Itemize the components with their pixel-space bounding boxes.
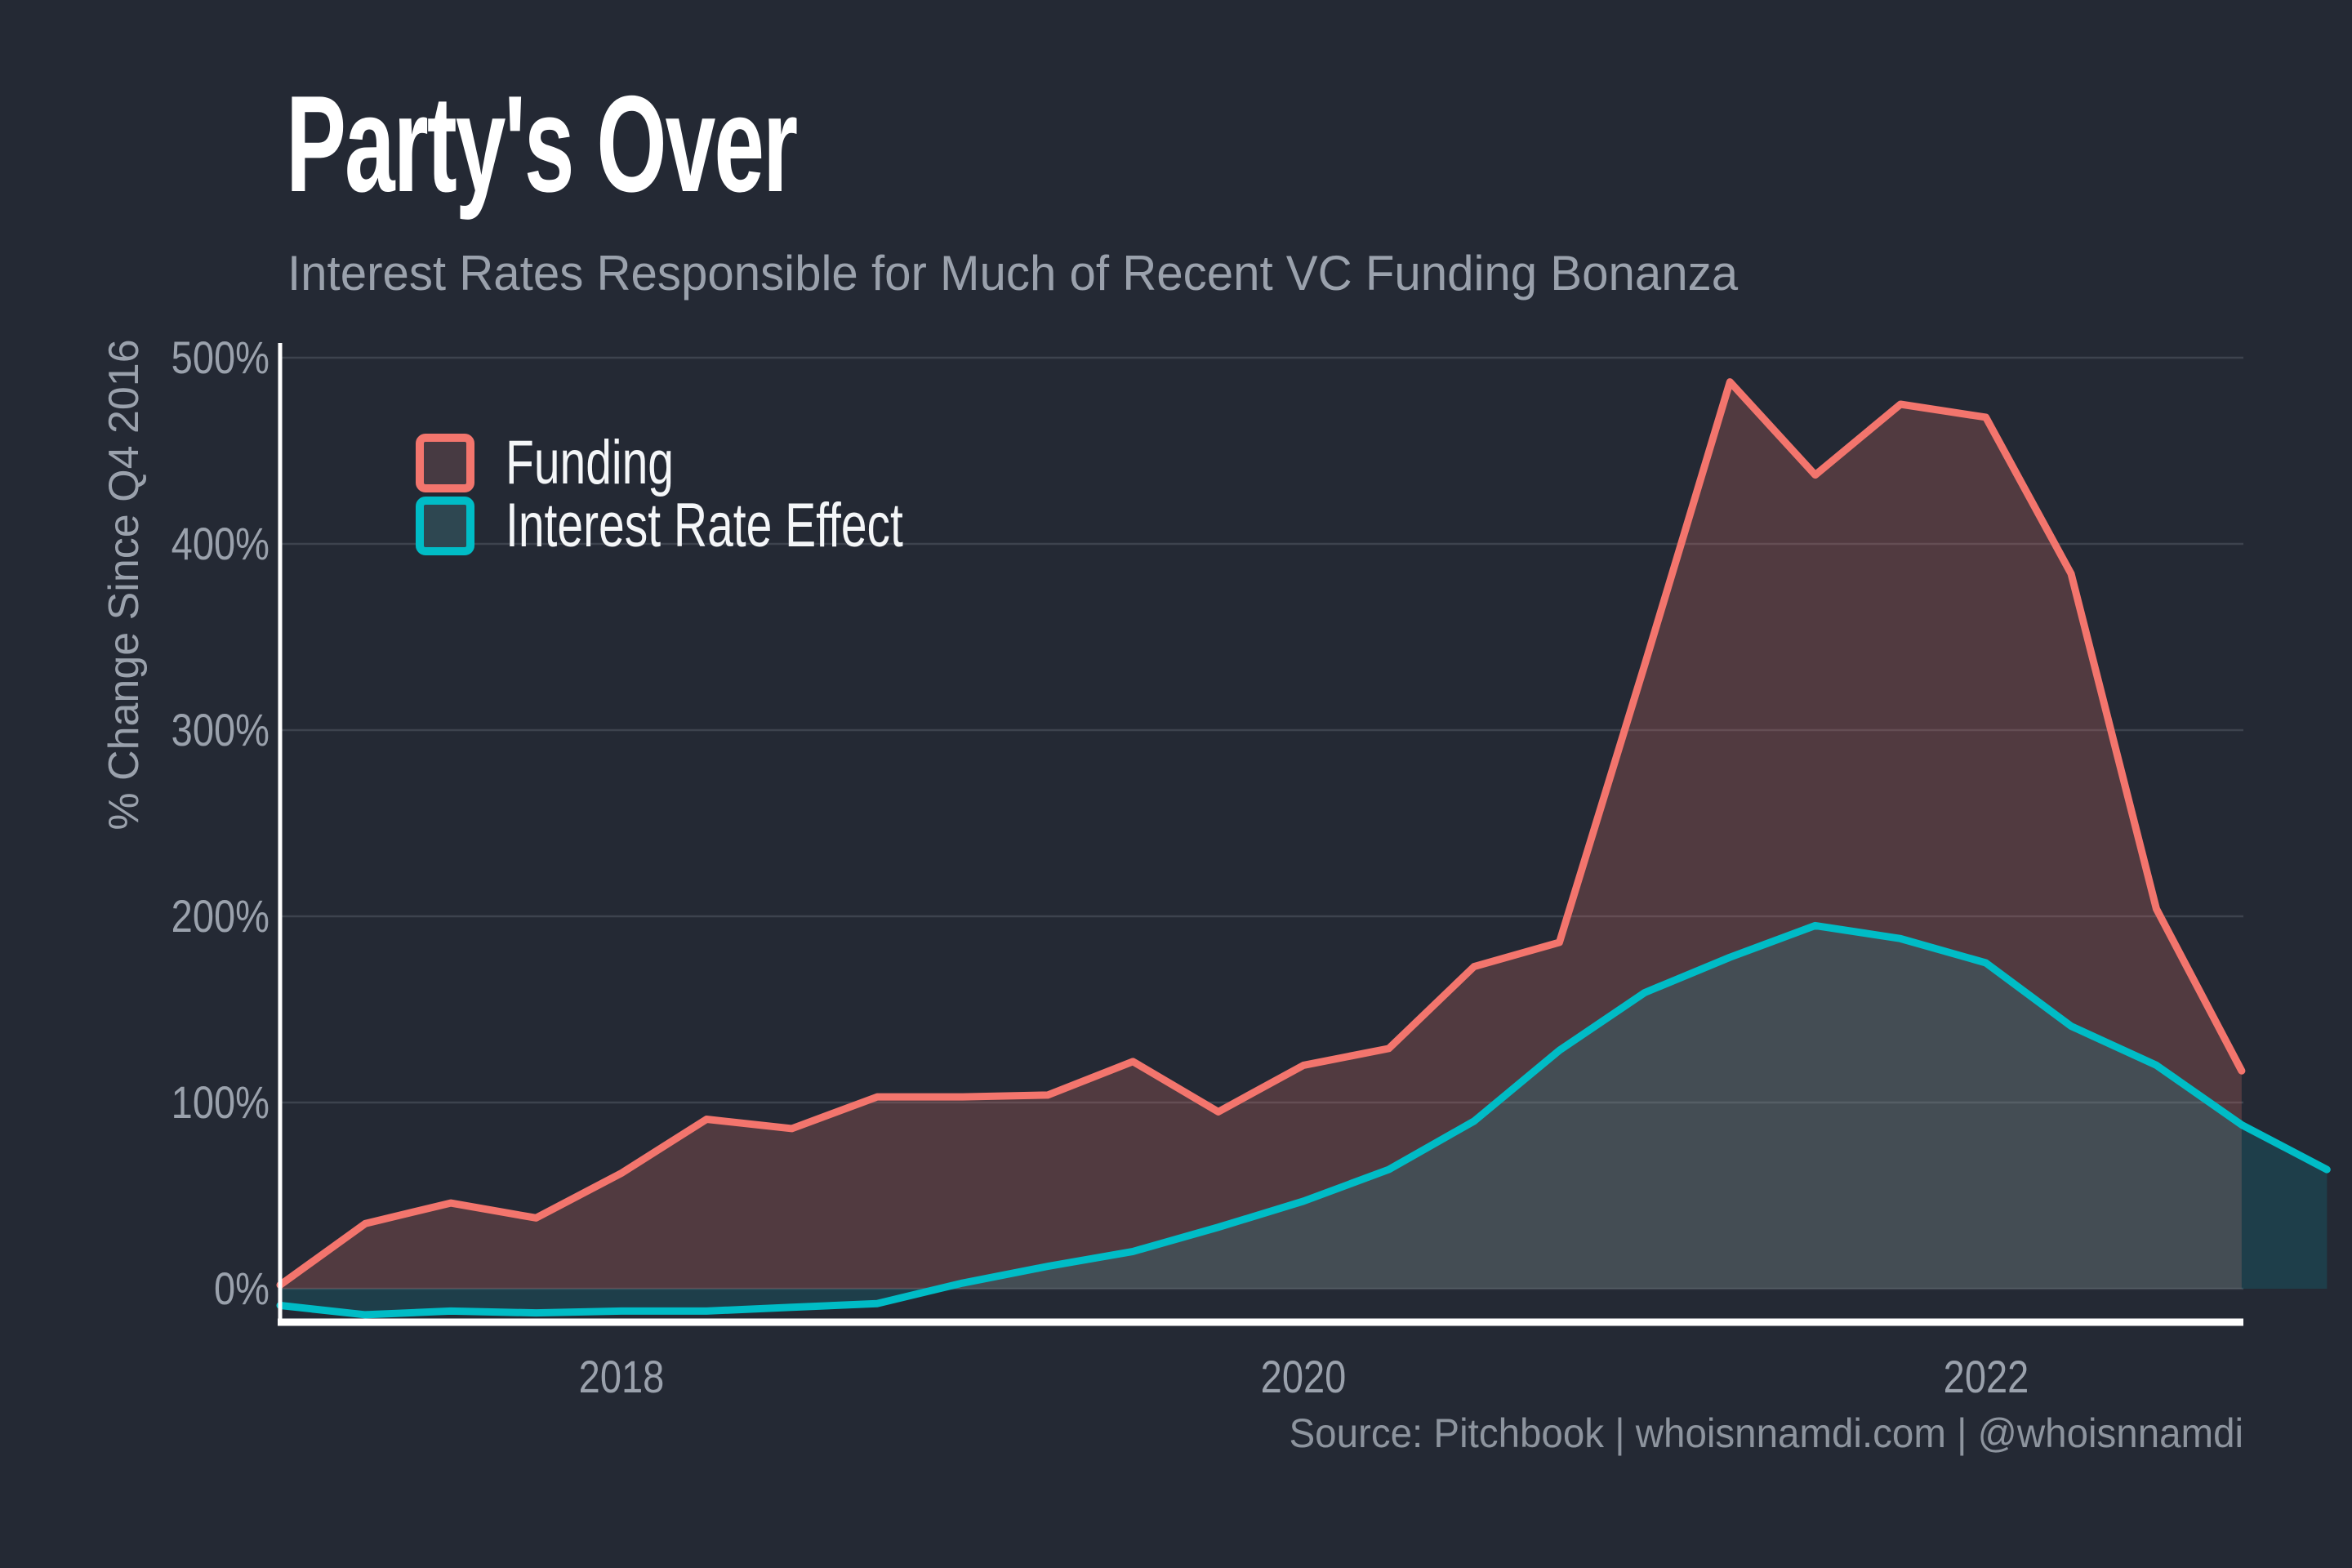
legend-item-interest-rate-effect: Interest Rate Effect [416, 491, 1036, 560]
legend: Funding Interest Rate Effect [416, 428, 1036, 560]
x-tick-label: 2018 [578, 1351, 665, 1402]
interest-rate-swatch-icon [416, 497, 474, 555]
funding-swatch-icon [416, 434, 474, 492]
legend-item-funding: Funding [416, 428, 1036, 497]
y-tick-label: 200% [171, 890, 270, 942]
legend-label: Interest Rate Effect [506, 491, 903, 560]
x-tick-label: 2022 [1943, 1351, 2029, 1402]
chart-title: Party's Over [286, 67, 798, 220]
y-tick-label: 0% [214, 1263, 270, 1314]
y-tick-label: 100% [171, 1076, 270, 1128]
legend-label: Funding [506, 428, 674, 497]
x-tick-label: 2020 [1260, 1351, 1347, 1402]
chart-subtitle: Interest Rates Responsible for Much of R… [287, 246, 1739, 301]
source-attribution: Source: Pitchbook | whoisnnamdi.com | @w… [1289, 1410, 2243, 1456]
y-tick-label: 300% [171, 704, 270, 755]
y-tick-label: 500% [171, 332, 270, 383]
y-tick-label: 400% [171, 518, 270, 569]
